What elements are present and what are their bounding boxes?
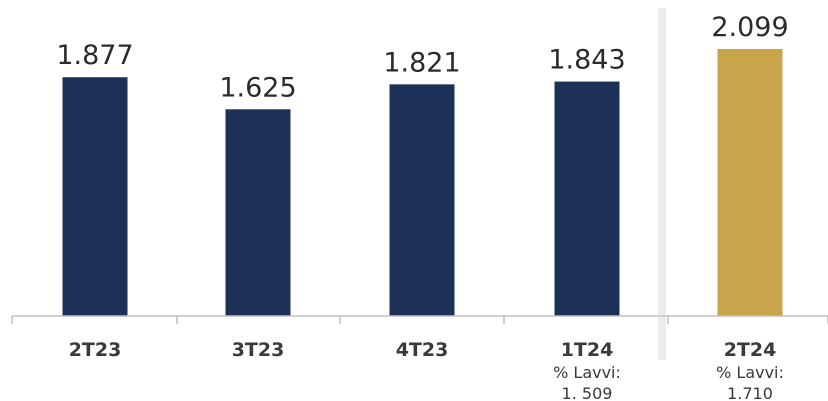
category-label-4T23: 4T23 <box>396 339 449 361</box>
category-subtitle-2T24-1: 1.710 <box>727 384 773 401</box>
bar-1T24 <box>554 81 620 316</box>
x-axis-ticks-group <box>11 316 828 324</box>
category-label-3T23: 3T23 <box>232 339 285 361</box>
category-label-2T23: 2T23 <box>69 339 122 361</box>
bar-2T23 <box>62 77 128 316</box>
value-label-1T24: 1.843 <box>548 45 625 76</box>
value-label-3T23: 1.625 <box>219 72 296 103</box>
category-label-1T24: 1T24 <box>561 339 614 361</box>
value-label-2T23: 1.877 <box>56 40 133 71</box>
bars-group <box>62 49 783 317</box>
category-label-2T24: 2T24 <box>724 339 777 361</box>
category-labels-group: 2T23 3T23 4T23 1T24 % Lavvi: 1. 509 2T24 % Lavv… <box>69 339 784 401</box>
bar-2T24 <box>717 49 783 316</box>
category-subtitle-2T24-0: % Lavvi: <box>716 363 784 382</box>
value-labels-group: 1.877 1.625 1.821 1.843 2.099 <box>56 12 788 103</box>
period-separator <box>658 8 666 360</box>
bar-3T23 <box>225 109 291 316</box>
value-label-4T23: 1.821 <box>383 47 460 78</box>
category-subtitle-1T24-1: 1. 509 <box>562 384 613 401</box>
bar-4T23 <box>389 84 455 317</box>
category-subtitle-1T24-0: % Lavvi: <box>553 363 621 382</box>
value-label-2T24: 2.099 <box>711 12 788 43</box>
